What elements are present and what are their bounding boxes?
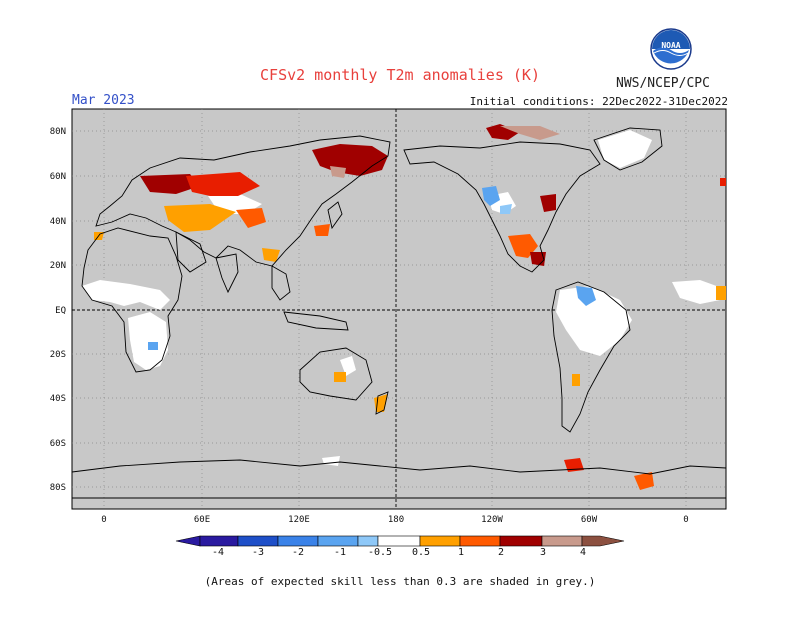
colorbar xyxy=(175,535,625,547)
initial-conditions: Initial conditions: 22Dec2022-31Dec2022 xyxy=(469,95,728,108)
agency-label: NWS/NCEP/CPC xyxy=(616,76,710,91)
lat-label: 20N xyxy=(50,261,66,271)
valid-month: Mar 2023 xyxy=(72,93,135,108)
lat-label: 60S xyxy=(50,439,66,449)
lat-label: 80S xyxy=(50,483,66,493)
colorbar-swatch xyxy=(459,535,501,547)
colorbar-label: -3 xyxy=(251,547,265,558)
lon-label: 120W xyxy=(481,515,503,525)
lat-label: 60N xyxy=(50,172,66,182)
warm-anomalies xyxy=(94,124,726,490)
colorbar-label: 2 xyxy=(497,547,505,558)
lon-label: 60E xyxy=(194,515,210,525)
lon-label: 0 xyxy=(101,515,106,525)
colorbar-swatch xyxy=(277,535,319,547)
lat-label: 80N xyxy=(50,127,66,137)
colorbar-swatch xyxy=(317,535,359,547)
colorbar-swatch xyxy=(175,535,201,547)
lon-labels: 0 60E 120E 180 120W 60W 0 xyxy=(101,515,688,525)
lon-label: 0 xyxy=(683,515,688,525)
colorbar-swatch xyxy=(237,535,279,547)
colorbar-swatch xyxy=(357,535,379,547)
colorbar-swatch xyxy=(541,535,583,547)
colorbar-swatch xyxy=(499,535,543,547)
noaa-logo-text: NOAA xyxy=(661,41,680,50)
lat-label: EQ xyxy=(55,306,66,316)
coastlines xyxy=(71,127,727,499)
colorbar-label: -2 xyxy=(291,547,305,558)
lat-labels: 80N 60N 40N 20N EQ 20S 40S 60S 80S xyxy=(50,127,66,493)
footnote: (Areas of expected skill less than 0.3 a… xyxy=(204,575,596,588)
colorbar-label: -4 xyxy=(211,547,225,558)
page-title: CFSv2 monthly T2m anomalies (K) xyxy=(260,66,540,84)
lat-label: 40S xyxy=(50,394,66,404)
lat-label: 20S xyxy=(50,350,66,360)
neutral-regions xyxy=(82,130,722,466)
colorbar-label: 0.5 xyxy=(411,547,431,558)
colorbar-label: -0.5 xyxy=(367,547,393,558)
lon-label: 180 xyxy=(388,515,404,525)
cold-anomalies xyxy=(148,186,596,350)
colorbar-swatch xyxy=(581,535,625,547)
lon-label: 60W xyxy=(581,515,598,525)
lon-label: 120E xyxy=(288,515,310,525)
lat-label: 40N xyxy=(50,217,66,227)
colorbar-label: 3 xyxy=(539,547,547,558)
colorbar-labels: -4 -3 -2 -1 -0.5 0.5 1 2 3 4 xyxy=(0,547,800,561)
colorbar-swatch xyxy=(199,535,239,547)
colorbar-label: -1 xyxy=(333,547,347,558)
noaa-logo: NOAA xyxy=(650,28,692,70)
map-frame xyxy=(71,108,727,510)
colorbar-swatch xyxy=(419,535,461,547)
colorbar-label: 1 xyxy=(457,547,465,558)
colorbar-label: 4 xyxy=(579,547,587,558)
colorbar-swatch xyxy=(377,535,421,547)
